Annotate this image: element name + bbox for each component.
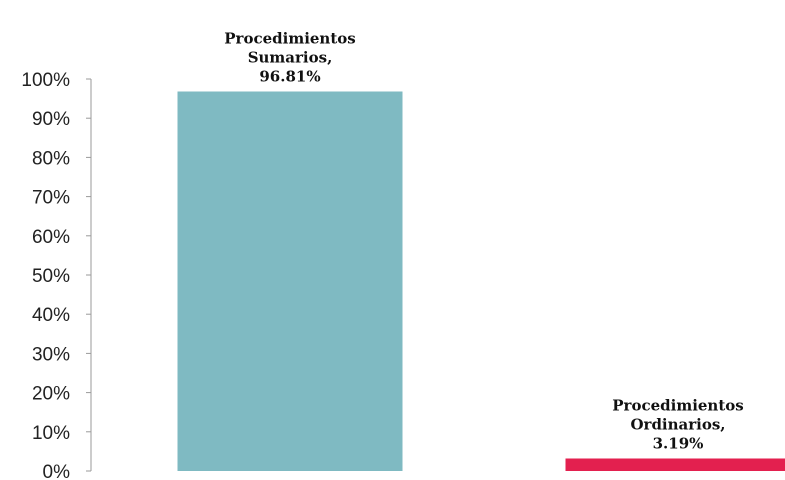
data-label-1: Procedimientos Sumarios, 96.81%	[224, 30, 355, 86]
y-tick-label: 50%	[32, 266, 70, 287]
data-label-line: Procedimientos	[224, 30, 355, 48]
data-label-line: Procedimientos	[612, 396, 743, 414]
data-label-2: Procedimientos Ordinarios, 3.19%	[612, 396, 743, 452]
y-tick-label: 100%	[21, 70, 70, 91]
data-label-line: Ordinarios,	[630, 415, 725, 433]
data-labels: Procedimientos Sumarios, 96.81%Procedimien…	[224, 30, 743, 453]
bar-2	[565, 458, 785, 471]
y-tick-label: 10%	[32, 423, 70, 444]
bars	[177, 91, 785, 472]
y-axis: 0% 10% 20% 30% 40% 50% 60% 70% 80% 90% 100%	[21, 70, 92, 480]
y-tick-label: 70%	[32, 188, 70, 209]
y-tick-label: 30%	[32, 344, 70, 365]
y-ticks: 0% 10% 20% 30% 40% 50% 60% 70% 80% 90% 100%	[21, 70, 91, 480]
y-tick-label: 60%	[32, 227, 70, 248]
bar-1	[177, 91, 403, 472]
y-tick-label: 80%	[32, 148, 70, 169]
y-tick-label: 0%	[43, 462, 71, 480]
y-tick-label: 90%	[32, 109, 70, 130]
data-label-line: Sumarios,	[248, 49, 333, 67]
data-label-line: 96.81%	[259, 68, 320, 86]
y-tick-label: 40%	[32, 305, 70, 326]
data-label-line: 3.19%	[653, 434, 704, 452]
y-tick-label: 20%	[32, 384, 70, 405]
